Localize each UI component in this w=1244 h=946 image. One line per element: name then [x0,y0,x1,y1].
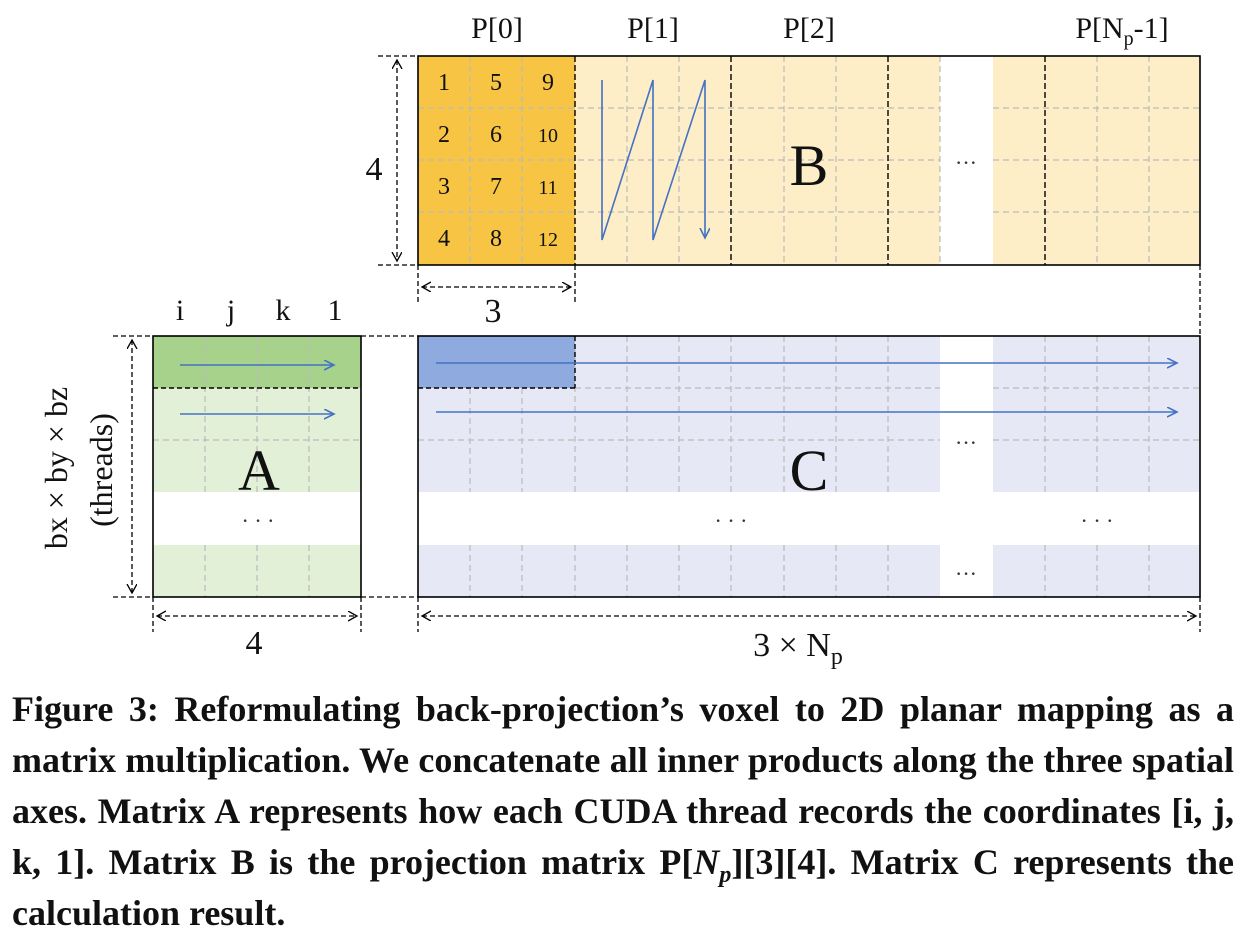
figure-caption: Figure 3: Reformulating back-projection’… [12,684,1234,939]
block-label-pnp-sub: p [1124,28,1134,50]
p0-cell: 6 [490,122,502,148]
p0-cell: 2 [438,122,450,148]
matrix-multiplication-diagram: 1 2 3 4 5 6 7 8 9 10 11 12 B ··· P[0] P[… [0,0,1244,670]
block-label-p0: P[0] [471,12,523,45]
p0-cell: 3 [438,174,450,200]
column-label-1: 1 [328,294,343,327]
matrix-c-first-cell [418,336,575,388]
matrix-a-rows-label: bx × by × bz (threads) [38,387,119,549]
block-labels: P[0] P[1] P[2] P[Np-1] [471,12,1169,50]
p0-cell: 7 [490,174,502,200]
block-label-pnp-end: -1] [1134,12,1169,45]
matrix-c-width-label-main: 3 × N [753,627,831,664]
matrix-b-ellipsis: ··· [955,150,977,175]
matrix-c-width-label-sub: p [831,644,843,670]
matrix-c-ellipsis-col-bottom: ··· [955,561,977,586]
block-width-label: 3 [485,293,502,330]
p0-cell: 12 [538,229,558,251]
p0-cell: 4 [438,226,450,252]
matrix-a-height-dimension [113,336,153,597]
block-label-pnp: P[Np-1] [1075,12,1168,50]
matrix-c-label: C [790,438,829,503]
matrix-a-width-label: 4 [246,625,263,662]
matrix-c-ellipsis-right: · · · [1081,508,1114,533]
p0-cell: 5 [490,70,502,96]
block-label-pnp-main: P[N [1075,12,1123,45]
column-label-k: k [276,294,291,327]
block-label-p2: P[2] [783,12,835,45]
matrix-c-ellipsis-mid: · · · [715,508,748,533]
matrix-b-label: B [790,133,829,198]
matrix-c: C · · · · · · ··· ··· 3 × Np [418,336,1200,670]
column-label-j: j [226,294,235,327]
matrix-b-height-label: 4 [366,151,383,188]
block-label-p1: P[1] [627,12,679,45]
matrix-a-ellipsis: · · · [242,508,275,533]
matrix-a-label: A [238,438,280,503]
p0-cell: 9 [542,70,554,96]
caption-np: Np [693,842,731,882]
matrix-c-width-label: 3 × Np [753,627,843,670]
rows-label-line2: (threads) [83,413,119,527]
matrix-a: A · · · i j k 1 bx × by × bz (threads) 4 [38,294,361,662]
column-label-i: i [176,294,184,327]
matrix-a-column-labels: i j k 1 [176,294,343,327]
rows-label-line1: bx × by × bz [38,387,74,549]
caption-np-main: N [693,842,719,882]
matrix-c-ellipsis-col-top: ··· [955,430,977,455]
p0-cell: 1 [438,70,450,96]
p0-cell: 10 [538,125,558,147]
p0-cell: 11 [538,177,557,199]
p0-cell: 8 [490,226,502,252]
caption-np-sub: p [719,862,731,888]
matrix-b: 1 2 3 4 5 6 7 8 9 10 11 12 B ··· P[0] P[… [366,12,1201,330]
matrix-b-height-dimension [378,56,418,265]
